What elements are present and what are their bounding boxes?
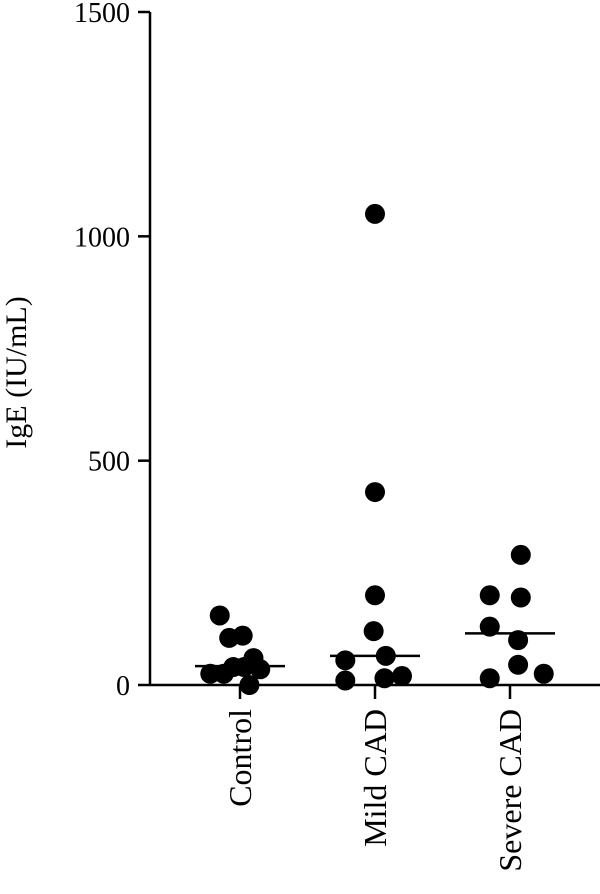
data-point xyxy=(365,482,385,503)
x-tick-label: Mild CAD xyxy=(357,709,393,847)
data-point xyxy=(232,625,253,646)
data-point xyxy=(510,587,531,608)
data-point xyxy=(479,585,500,606)
axes: 0 500 1000 1500 Control Mild CAD Severe CAD xyxy=(74,0,600,872)
data-point xyxy=(213,663,234,684)
y-tick-label: 500 xyxy=(88,447,130,478)
data-point xyxy=(335,650,356,671)
data-point xyxy=(479,616,500,637)
y-tick-label: 1000 xyxy=(74,222,130,253)
y-tick-label: 1500 xyxy=(74,0,130,29)
data-point xyxy=(239,675,260,695)
data-point xyxy=(374,668,395,689)
data-point xyxy=(365,203,385,224)
data-point xyxy=(363,621,384,642)
data-marks xyxy=(195,203,555,695)
data-point xyxy=(392,666,412,687)
data-point xyxy=(508,630,529,651)
data-point xyxy=(510,544,531,565)
data-point xyxy=(365,585,385,606)
data-point xyxy=(209,605,230,626)
x-tick-label: Severe CAD xyxy=(492,709,528,872)
x-tick-label: Control xyxy=(222,709,258,807)
data-point xyxy=(479,668,500,689)
data-point xyxy=(250,659,271,680)
data-point xyxy=(335,670,356,691)
y-axis-label: IgE (IU/mL) xyxy=(0,296,33,448)
y-tick-label: 0 xyxy=(116,671,130,702)
data-point xyxy=(533,663,554,684)
data-point xyxy=(508,654,529,675)
